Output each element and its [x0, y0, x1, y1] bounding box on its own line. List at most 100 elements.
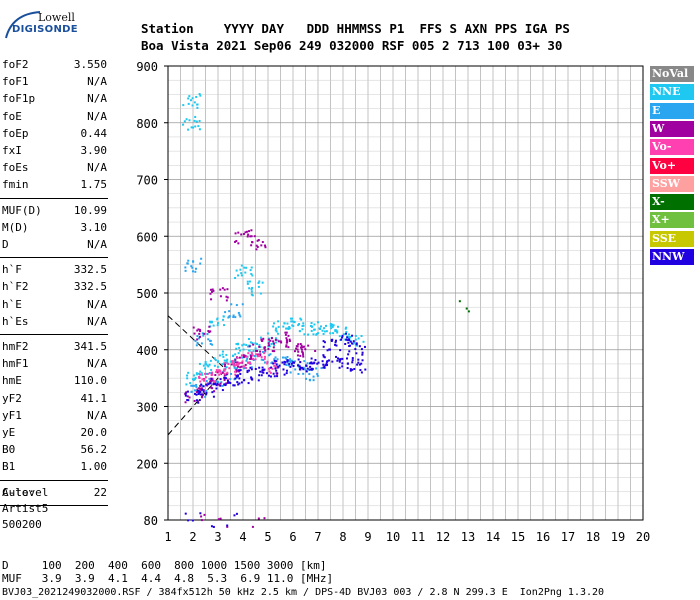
echo-point: [199, 390, 202, 393]
echo-point: [242, 365, 245, 368]
echo-point: [248, 361, 251, 364]
echo-point: [248, 345, 251, 348]
echo-point: [198, 128, 201, 131]
echo-point: [212, 289, 215, 292]
echo-point: [252, 350, 255, 353]
legend-item: SSE: [650, 230, 694, 247]
echo-point: [211, 377, 214, 380]
echo-point: [307, 344, 310, 347]
echo-point: [187, 519, 190, 522]
echo-point: [224, 368, 227, 371]
echo-point: [191, 126, 194, 129]
echo-point: [211, 373, 214, 376]
parameter-name: h`E: [2, 297, 22, 311]
echo-point: [291, 317, 294, 320]
echo-point: [202, 364, 205, 367]
echo-point: [239, 361, 242, 364]
x-tick-label: 19: [611, 530, 625, 544]
echo-point: [200, 342, 203, 345]
echo-point: [253, 235, 256, 238]
echo-point: [364, 368, 367, 371]
echo-point: [349, 340, 352, 343]
echo-point: [266, 362, 269, 365]
echo-point: [224, 384, 227, 387]
echo-point: [212, 395, 215, 398]
echo-point: [276, 366, 279, 369]
echo-point: [326, 349, 329, 352]
echo-point: [184, 401, 187, 404]
echo-point: [263, 347, 266, 350]
echo-point: [196, 341, 199, 344]
echo-point: [296, 364, 299, 367]
x-tick-label: 14: [486, 530, 500, 544]
echo-point: [222, 369, 225, 372]
echo-point: [294, 360, 297, 363]
echo-point: [226, 379, 229, 382]
parameter-name: foF1p: [2, 92, 36, 106]
y-tick-label: 300: [136, 401, 158, 415]
echo-point: [284, 333, 287, 336]
y-tick-label: 900: [136, 60, 158, 74]
echo-point: [341, 336, 344, 339]
echo-point: [320, 367, 323, 370]
echo-point: [214, 359, 217, 362]
echo-point: [193, 119, 196, 122]
echo-point: [189, 382, 192, 385]
echo-point: [193, 384, 196, 387]
echo-point: [186, 390, 189, 393]
echo-point: [296, 345, 299, 348]
echo-point: [286, 361, 289, 364]
echo-point: [225, 299, 228, 302]
echo-point: [354, 338, 357, 341]
echo-point: [247, 345, 250, 348]
echo-point: [244, 231, 247, 234]
parameter-name: foF1: [2, 75, 29, 89]
echo-point: [198, 332, 201, 335]
echo-point: [334, 343, 337, 346]
echo-point: [259, 346, 262, 349]
echo-point: [188, 95, 191, 98]
echo-point: [259, 350, 262, 353]
echo-point: [229, 382, 232, 385]
echo-point: [193, 399, 196, 402]
echo-point: [211, 290, 214, 293]
echo-point: [217, 383, 220, 386]
echo-point: [198, 377, 201, 380]
echo-point: [232, 314, 235, 317]
echo-point: [225, 382, 228, 385]
echo-point: [354, 334, 357, 337]
echo-point: [288, 338, 291, 341]
echo-point: [234, 367, 237, 370]
y-tick-label: 800: [136, 117, 158, 131]
echo-point: [207, 365, 210, 368]
echo-point: [304, 348, 307, 351]
x-tick-label: 12: [436, 530, 450, 544]
echo-point: [276, 332, 279, 335]
parameter-name: h`Es: [2, 314, 29, 328]
echo-point: [227, 362, 230, 365]
echo-point: [298, 329, 301, 332]
echo-point: [332, 332, 335, 335]
echo-point: [322, 355, 325, 358]
echo-point: [234, 316, 237, 319]
parameter-name: MUF(D): [2, 203, 42, 217]
echo-point: [200, 383, 203, 386]
x-tick-label: 9: [364, 530, 371, 544]
echo-point: [317, 361, 320, 364]
echo-point: [210, 368, 213, 371]
echo-point: [308, 373, 311, 376]
echo-point: [283, 363, 286, 366]
echo-point: [219, 295, 222, 298]
echo-point: [287, 328, 290, 331]
echo-point: [196, 391, 199, 394]
parameter-separator: [0, 257, 108, 259]
legend-item: E: [650, 102, 694, 119]
echo-point: [346, 336, 349, 339]
echo-point: [288, 326, 291, 329]
echo-point: [219, 378, 222, 381]
echo-point: [360, 334, 363, 337]
echo-point: [250, 351, 253, 354]
echo-point: [222, 355, 225, 358]
echo-point: [257, 379, 260, 382]
